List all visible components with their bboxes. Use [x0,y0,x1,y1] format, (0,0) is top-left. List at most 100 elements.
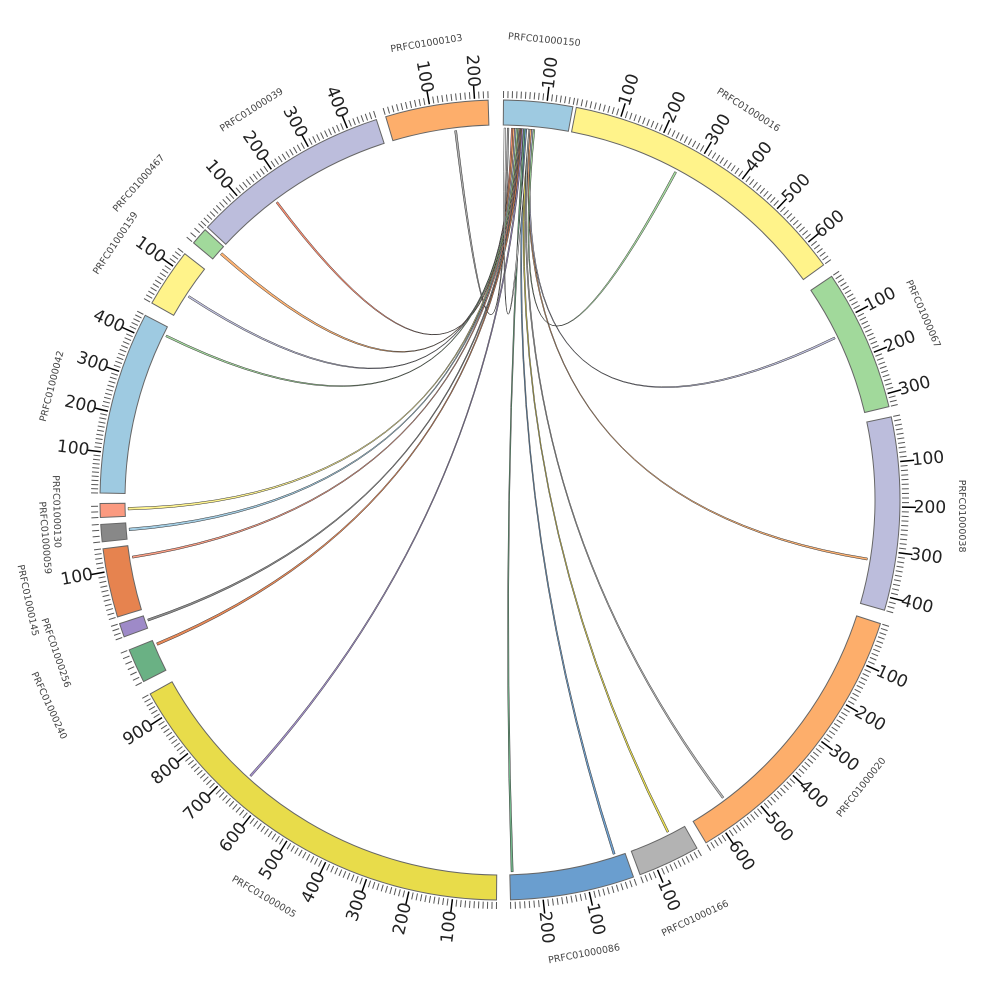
minor-tick [866,332,874,337]
segment-label: PRFC01000005 [230,874,298,921]
minor-tick [757,808,763,815]
minor-tick [874,644,882,649]
minor-tick [113,632,121,636]
minor-tick [714,839,719,847]
minor-tick [624,881,628,889]
minor-tick [559,95,562,103]
minor-tick [256,170,262,178]
minor-tick [568,96,571,105]
minor-tick [409,100,413,108]
segments-layer [99,99,901,901]
minor-tick [783,784,789,791]
minor-tick [193,766,200,772]
minor-tick [810,755,817,761]
minor-tick [118,352,125,357]
minor-tick [177,247,184,253]
minor-tick [689,854,694,861]
minor-tick [437,897,440,905]
minor-tick [419,894,423,902]
minor-tick [129,325,137,330]
minor-tick [122,655,130,660]
major-tick [620,103,626,117]
minor-tick [173,742,181,748]
minor-tick [804,761,811,768]
minor-tick [837,278,845,283]
minor-tick [719,157,725,164]
tick-label: 100 [911,447,945,470]
minor-tick [580,99,584,107]
link-ribbon [187,128,517,370]
minor-tick [144,698,151,703]
minor-tick [393,888,397,896]
minor-tick [368,112,373,120]
minor-tick [135,682,143,687]
tick-label: 500 [761,808,797,846]
minor-tick [423,98,426,106]
minor-tick [222,794,228,801]
segment-prfc01000159 [151,253,206,317]
segment-label: PRFC01000086 [547,942,621,966]
minor-tick [882,374,890,378]
minor-tick [538,92,540,100]
minor-tick [296,144,302,152]
minor-tick [752,181,758,188]
minor-tick [460,900,462,908]
minor-tick [95,437,103,440]
minor-tick [92,458,101,461]
minor-tick [892,583,901,587]
minor-tick [215,788,222,795]
tick-label: 300 [342,887,372,924]
minor-tick [671,130,676,137]
major-tick [663,119,671,134]
minor-tick [464,92,466,100]
minor-tick [113,364,121,368]
minor-tick [172,254,179,260]
minor-tick [795,223,802,229]
minor-tick [212,208,219,214]
tick-label: 400 [90,305,128,337]
major-tick [105,366,120,373]
minor-tick [318,860,323,867]
minor-tick [348,119,352,127]
minor-tick [529,92,531,100]
minor-tick [455,93,457,101]
major-tick [889,596,904,602]
minor-tick [94,442,103,445]
minor-tick [812,751,819,757]
minor-tick [767,799,773,806]
minor-tick [891,588,900,591]
minor-tick [396,104,399,112]
minor-tick [792,219,799,226]
minor-tick [542,93,545,101]
minor-tick [780,787,786,794]
minor-tick [100,413,108,416]
minor-tick [697,849,702,857]
minor-tick [717,837,723,844]
minor-tick [203,217,210,224]
link-ribbon [522,128,670,833]
minor-tick [415,893,418,901]
minor-tick [186,236,193,242]
minor-tick [290,845,295,852]
minor-tick [773,793,780,800]
minor-tick [888,395,896,399]
minor-tick [215,205,222,211]
minor-tick [127,666,135,671]
minor-tick [206,214,213,220]
minor-tick [538,900,540,908]
minor-tick [442,897,445,906]
minor-tick [324,130,328,138]
minor-tick [897,441,906,444]
segment-prfc01000039 [206,118,385,245]
minor-tick [861,320,869,325]
minor-tick [286,842,292,850]
minor-tick [202,776,209,782]
minor-tick [235,806,241,813]
minor-tick [468,92,471,100]
link-ribbon [524,128,725,799]
minor-tick [171,739,178,745]
minor-tick [436,95,439,103]
minor-tick [899,543,907,545]
minor-tick [92,462,100,465]
minor-tick [101,404,110,408]
